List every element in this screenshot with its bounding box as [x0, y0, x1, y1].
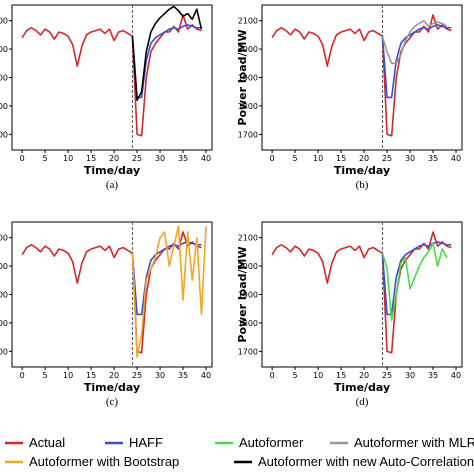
- panel: 0 5 10 15 20 25 30 35 40 1700 1800 1900 2000 2100 Actu…: [236, 4, 463, 191]
- y-tick-label: 1800: [238, 102, 258, 111]
- series-line: HAFF: [131, 24, 202, 99]
- x-tick-label: 40: [451, 154, 461, 163]
- y-tick-label: 1800: [238, 319, 258, 328]
- legend-label: Autoformer: [239, 435, 304, 450]
- series-line: HAFF: [381, 24, 452, 99]
- x-tick-label: 30: [155, 154, 165, 163]
- y-tick-label: 1900: [0, 74, 8, 83]
- x-tick-label: 25: [132, 371, 142, 380]
- panel-caption: (c): [106, 396, 119, 408]
- x-tick-label: 15: [86, 371, 96, 380]
- x-tick-label: 15: [336, 371, 346, 380]
- x-tick-label: 5: [293, 154, 298, 163]
- y-tick-label: 2100: [238, 17, 258, 26]
- x-tick-label: 10: [313, 371, 323, 380]
- series-line: Actual: [271, 231, 452, 354]
- x-axis-label: Time/day: [334, 164, 390, 177]
- series-line: Autoformer: [381, 242, 448, 321]
- series-line: Actual: [271, 14, 452, 137]
- x-tick-label: 30: [405, 154, 415, 163]
- y-axis-label: Power load/MW: [236, 246, 249, 342]
- y-tick-label: 1700: [238, 130, 258, 139]
- x-tick-label: 20: [109, 371, 119, 380]
- x-axis-label: Time/day: [334, 381, 390, 394]
- series-line: HAFF: [381, 241, 452, 316]
- x-tick-label: 35: [178, 154, 188, 163]
- x-tick-label: 0: [20, 371, 25, 380]
- y-tick-label: 2100: [0, 17, 8, 26]
- x-tick-label: 20: [109, 154, 119, 163]
- x-tick-label: 10: [63, 371, 73, 380]
- x-tick-label: 15: [86, 154, 96, 163]
- y-tick-label: 2000: [238, 262, 258, 271]
- x-tick-label: 5: [43, 154, 48, 163]
- x-tick-label: 20: [359, 154, 369, 163]
- series-line: Autoformer with MLR: [381, 19, 448, 65]
- legend-label: Autoformer with MLR: [354, 435, 474, 450]
- panel: 0 5 10 15 20 25 30 35 40 1700 1800 1900 2000 2100 Actu…: [236, 221, 463, 408]
- x-tick-label: 20: [359, 371, 369, 380]
- series-line: Autoformer with new Auto-Correlation: [131, 5, 203, 102]
- y-tick-label: 1700: [0, 347, 8, 356]
- y-tick-label: 1800: [0, 102, 8, 111]
- panel-caption: (a): [106, 179, 119, 191]
- y-tick-label: 1800: [0, 319, 8, 328]
- y-tick-label: 2000: [0, 262, 8, 271]
- panel-caption: (d): [356, 396, 369, 408]
- x-tick-label: 40: [201, 154, 211, 163]
- x-axis-label: Time/day: [84, 381, 140, 394]
- y-tick-label: 2000: [238, 45, 258, 54]
- x-tick-label: 0: [270, 371, 275, 380]
- y-tick-label: 1700: [0, 130, 8, 139]
- x-axis-label: Time/day: [84, 164, 140, 177]
- x-tick-label: 25: [132, 154, 142, 163]
- panel: 0 5 10 15 20 25 30 35 40 1700 1800 1900 2000 2100 Actu…: [0, 4, 213, 191]
- x-tick-label: 0: [270, 154, 275, 163]
- x-tick-label: 35: [428, 154, 438, 163]
- x-tick-label: 40: [201, 371, 211, 380]
- x-tick-label: 5: [293, 371, 298, 380]
- legend-label: Actual: [29, 435, 65, 450]
- x-tick-label: 30: [155, 371, 165, 380]
- x-tick-label: 35: [178, 371, 188, 380]
- x-tick-label: 25: [382, 154, 392, 163]
- x-tick-label: 0: [20, 154, 25, 163]
- y-tick-label: 1700: [238, 347, 258, 356]
- legend-label: Autoformer with new Auto-Correlation: [258, 454, 474, 469]
- legend-label: HAFF: [129, 435, 163, 450]
- y-axis-label: Power load/MW: [236, 29, 249, 125]
- panel-caption: (b): [356, 179, 369, 191]
- y-tick-label: 2100: [0, 234, 8, 243]
- series-line: Actual: [21, 14, 202, 137]
- x-tick-label: 10: [63, 154, 73, 163]
- x-tick-label: 25: [382, 371, 392, 380]
- x-tick-label: 35: [428, 371, 438, 380]
- y-tick-label: 2100: [238, 234, 258, 243]
- y-tick-label: 1900: [0, 291, 8, 300]
- y-tick-label: 2000: [0, 45, 8, 54]
- panel: 0 5 10 15 20 25 30 35 40 1700 1800 1900 2000 2100 Actu…: [0, 221, 213, 408]
- legend-label: Autoformer with Bootstrap: [29, 454, 179, 469]
- x-tick-label: 15: [336, 154, 346, 163]
- x-tick-label: 5: [43, 371, 48, 380]
- y-tick-label: 1900: [238, 74, 258, 83]
- series-line: Autoformer with Bootstrap: [131, 225, 207, 358]
- x-tick-label: 10: [313, 154, 323, 163]
- y-tick-label: 1900: [238, 291, 258, 300]
- series-line: Actual: [21, 231, 202, 354]
- x-tick-label: 40: [451, 371, 461, 380]
- x-tick-label: 30: [405, 371, 415, 380]
